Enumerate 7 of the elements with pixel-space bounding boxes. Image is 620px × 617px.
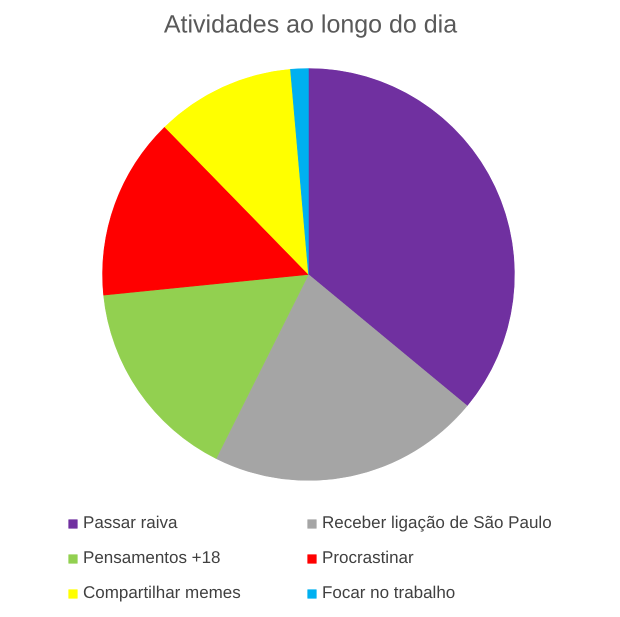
- legend-label: Pensamentos +18: [83, 548, 222, 568]
- legend-label: Passar raiva: [83, 513, 178, 533]
- chart-title: Atividades ao longo do dia: [164, 10, 458, 38]
- legend-label: Receber ligação de São Paulo: [322, 513, 552, 533]
- legend-label: Compartilhar memes: [83, 583, 242, 603]
- legend-label: Focar no trabalho: [322, 583, 456, 603]
- legend-label: Procrastinar: [322, 548, 415, 568]
